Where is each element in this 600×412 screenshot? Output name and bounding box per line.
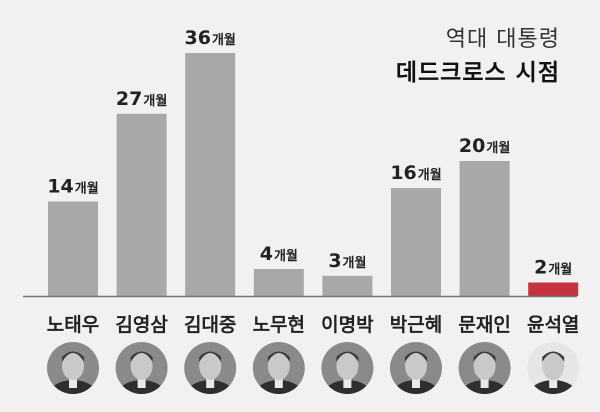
value-label-5: 16개월 (390, 162, 441, 184)
value-number: 20 (459, 135, 485, 157)
category-label-4: 이명박 (321, 314, 374, 336)
value-label-6: 20개월 (459, 135, 510, 157)
bar-1 (116, 113, 167, 297)
value-unit: 개월 (548, 262, 572, 278)
category-labels: 노태우 김영삼 김대중 노무현 이명박 박근혜 문재인 윤석열 (47, 314, 580, 336)
chart-subtitle: 데드크로스 시점 (396, 60, 560, 86)
portrait-3 (252, 342, 305, 394)
portrait-6 (458, 342, 511, 394)
value-label-1: 27개월 (116, 88, 167, 110)
category-label-5: 박근혜 (390, 314, 442, 336)
bar-6 (459, 161, 510, 296)
value-label-2: 36개월 (185, 27, 236, 49)
value-unit: 개월 (143, 93, 167, 109)
category-label-7: 윤석열 (527, 314, 579, 336)
bar-5 (391, 188, 441, 296)
value-number: 27 (116, 88, 142, 110)
value-number: 3 (328, 250, 341, 272)
value-label-7: 2개월 (534, 257, 572, 279)
bar-4 (322, 275, 373, 297)
value-number: 2 (534, 257, 547, 279)
value-unit: 개월 (418, 167, 442, 183)
value-number: 36 (185, 27, 211, 49)
portrait-0 (47, 342, 99, 394)
value-number: 14 (47, 176, 73, 198)
portrait-5 (390, 342, 442, 394)
portrait-7 (527, 342, 580, 394)
value-unit: 개월 (75, 181, 99, 197)
portrait-2 (184, 342, 237, 394)
category-label-1: 김영삼 (115, 314, 168, 336)
bar-7 (528, 282, 579, 296)
value-label-0: 14개월 (47, 176, 98, 198)
portraits-group (47, 342, 580, 394)
chart-title: 역대 대통령 (446, 27, 560, 52)
category-label-3: 노무현 (253, 314, 305, 336)
value-number: 16 (390, 162, 416, 184)
bar-3 (253, 269, 304, 296)
category-label-2: 김대중 (184, 314, 236, 336)
category-label-0: 노태우 (47, 314, 99, 336)
value-unit: 개월 (343, 255, 367, 271)
bar-0 (48, 201, 98, 296)
category-label-6: 문재인 (458, 314, 510, 336)
portrait-1 (115, 342, 168, 394)
value-label-4: 3개월 (328, 250, 366, 272)
value-number: 4 (260, 243, 273, 265)
bar-2 (185, 53, 236, 296)
value-unit: 개월 (212, 32, 236, 48)
portrait-4 (321, 342, 374, 394)
value-unit: 개월 (486, 140, 510, 156)
value-unit: 개월 (274, 248, 298, 264)
value-label-3: 4개월 (260, 243, 298, 265)
